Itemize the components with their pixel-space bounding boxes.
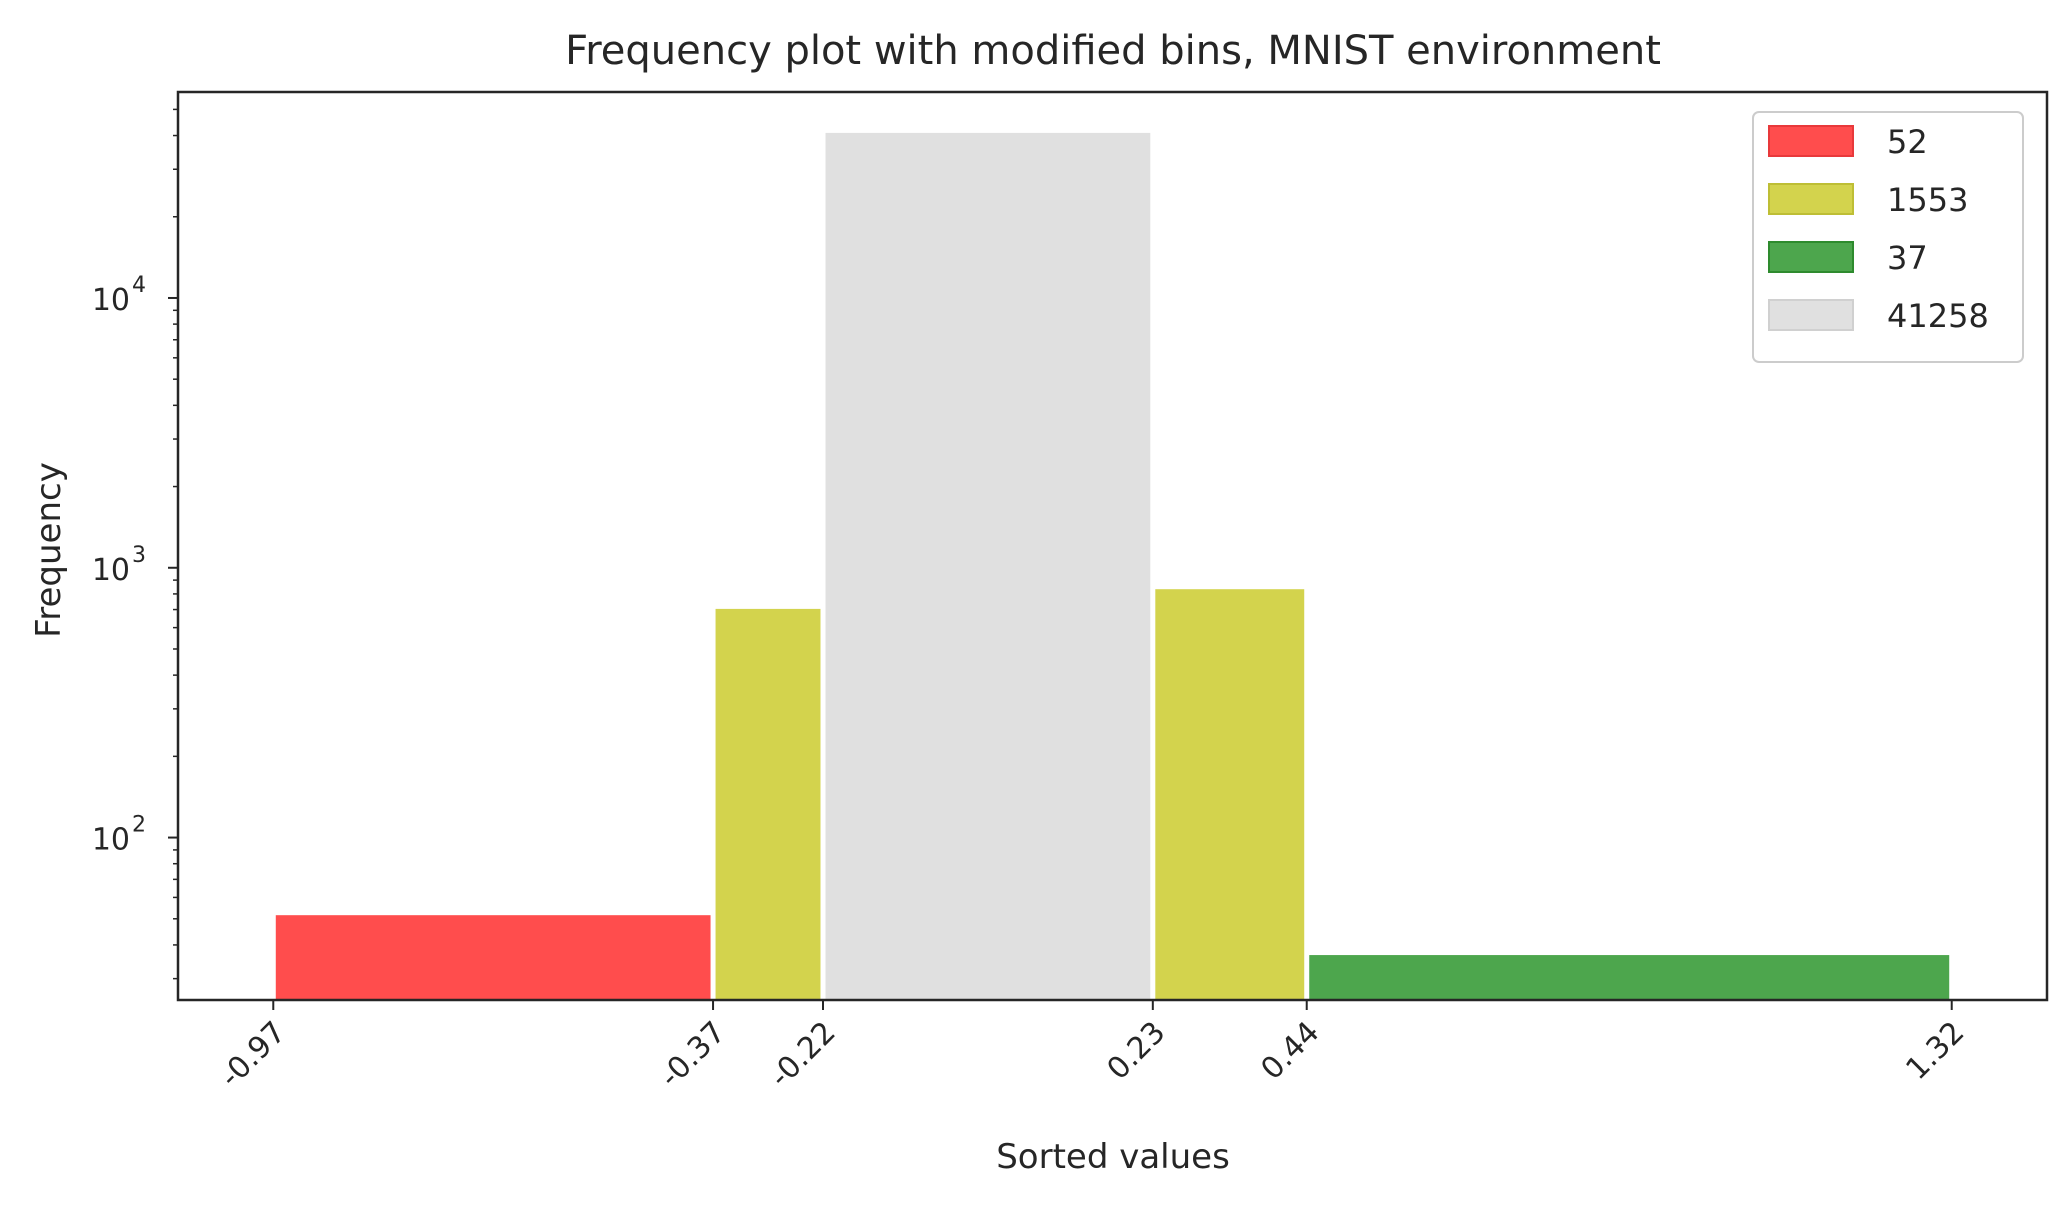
histogram-bar — [273, 913, 713, 1001]
histogram-bar — [823, 130, 1153, 1001]
bars-layer — [273, 130, 1952, 1002]
x-tick-label: 1.32 — [1899, 1015, 1971, 1087]
legend-swatch — [1768, 241, 1854, 273]
chart-title: Frequency plot with modified bins, MNIST… — [565, 28, 1661, 74]
legend-swatch — [1768, 299, 1854, 331]
legend-label: 37 — [1887, 239, 1928, 277]
y-tick-exponent: 4 — [132, 273, 146, 298]
legend-swatch — [1768, 183, 1854, 215]
y-tick-exponent: 2 — [132, 813, 146, 838]
y-tick-exponent: 3 — [132, 543, 146, 568]
histogram-bar — [1307, 953, 1952, 1002]
legend-swatch — [1768, 125, 1854, 157]
axes-layer — [176, 90, 2049, 1002]
y-axis-label: Frequency — [29, 462, 69, 638]
x-tick-label: -0.97 — [213, 1015, 293, 1095]
x-tick-label: -0.37 — [653, 1015, 733, 1095]
histogram-bar — [713, 606, 823, 1001]
x-axis-label: Sorted values — [996, 1137, 1230, 1177]
legend-label: 1553 — [1887, 181, 1968, 219]
legend: 52 1553 37 41258 — [1752, 111, 2024, 363]
histogram-bar — [1153, 587, 1307, 1001]
y-tick-label: 10 — [92, 283, 130, 318]
legend-label: 41258 — [1887, 297, 1989, 335]
y-tick-label: 10 — [92, 823, 130, 858]
x-tick-label: 0.23 — [1100, 1015, 1172, 1087]
plot-frame — [176, 90, 2049, 1002]
x-tick-label: 0.44 — [1254, 1015, 1326, 1087]
y-tick-label: 10 — [92, 553, 130, 588]
legend-label: 52 — [1887, 123, 1928, 161]
x-tick-label: -0.22 — [763, 1015, 843, 1095]
